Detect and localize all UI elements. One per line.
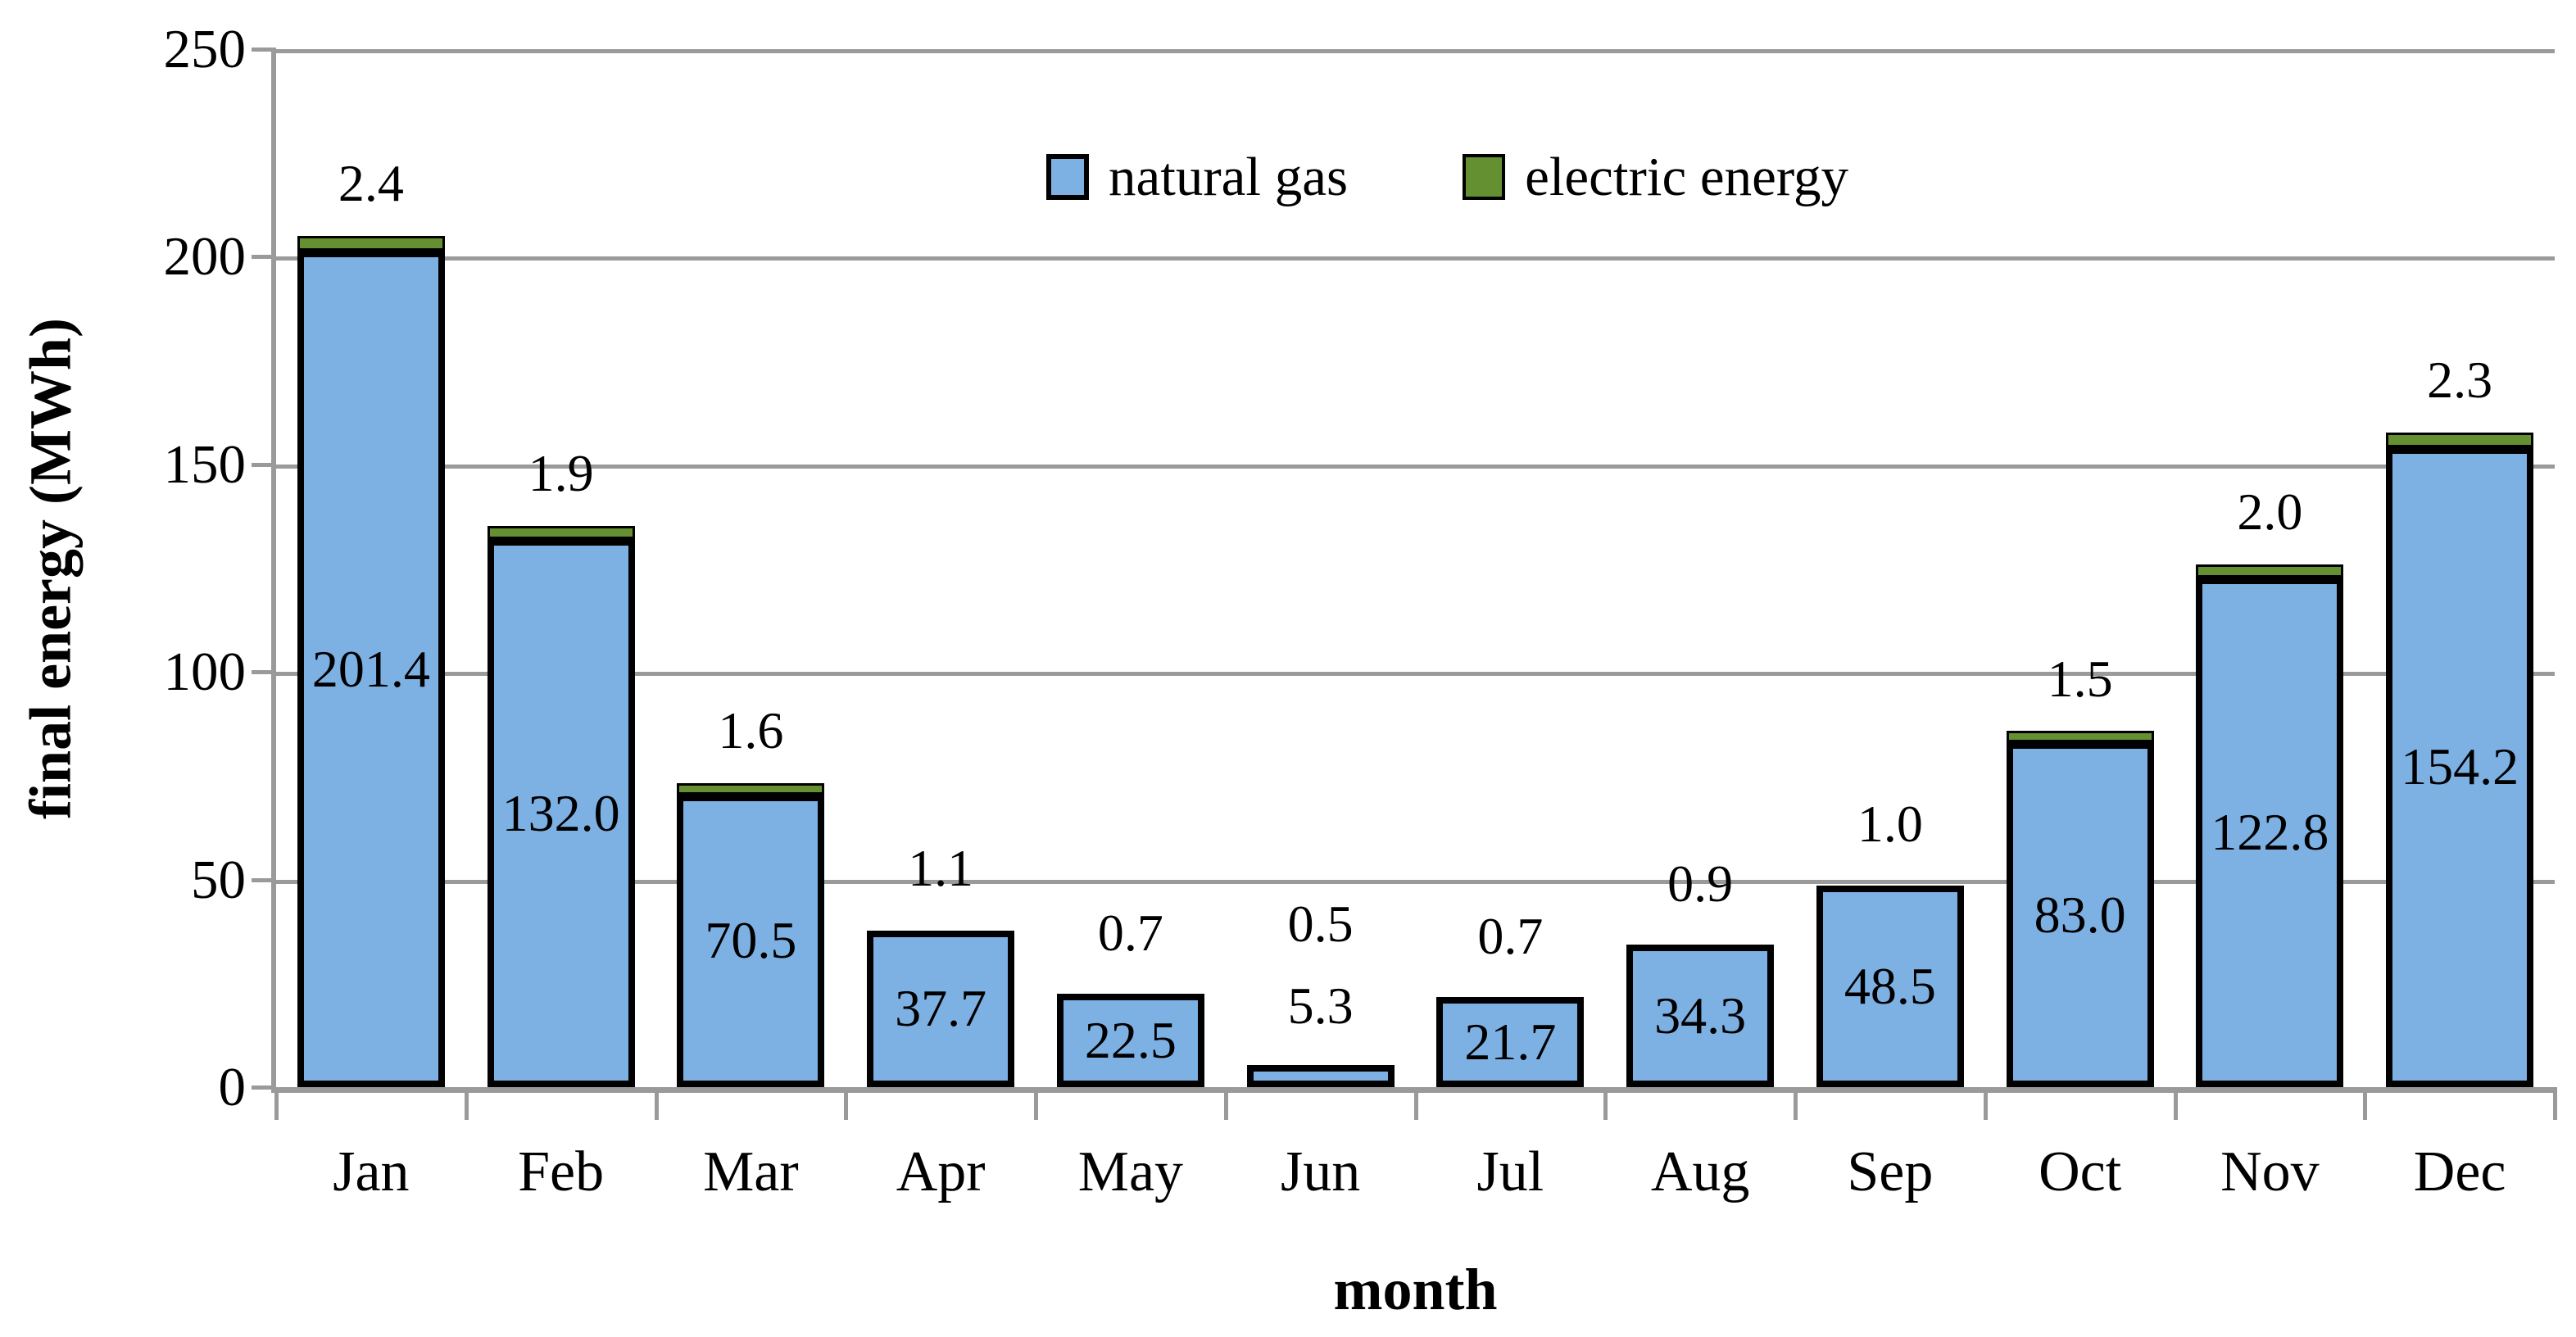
bar-electric-energy-segment [297, 236, 445, 252]
gridline-200 [276, 256, 2555, 261]
y-tick-label-250: 250 [163, 19, 247, 79]
y-tick-0 [252, 1085, 276, 1090]
bar-natural-gas-segment [1626, 945, 1775, 1087]
bar-natural-gas-segment [2196, 577, 2344, 1087]
data-label-natural-gas: 83.0 [2034, 885, 2126, 944]
bar-natural-gas-segment [1056, 993, 1204, 1087]
x-tick-9 [1983, 1093, 1988, 1120]
month-label-may: May [1077, 1140, 1184, 1203]
y-tick-50 [252, 877, 276, 882]
data-label-electric-energy: 2.3 [2427, 350, 2493, 409]
y-tick-label-200: 200 [163, 226, 247, 288]
x-tick-7 [1603, 1093, 1608, 1120]
x-axis-line [271, 1087, 2557, 1093]
legend-label-natural-gas: natural gas [1109, 147, 1349, 207]
gridline-250 [276, 49, 2555, 53]
y-tick-250 [252, 48, 276, 52]
month-label-nov: Nov [2220, 1140, 2320, 1203]
month-label-sep: Sep [1847, 1140, 1934, 1203]
x-tick-6 [1413, 1093, 1418, 1120]
x-tick-0 [274, 1093, 279, 1120]
x-tick-12 [2553, 1093, 2557, 1120]
bar-natural-gas-segment [2006, 742, 2154, 1087]
legend-swatch-icon-natural-gas [1046, 154, 1089, 200]
month-label-jul: Jul [1476, 1140, 1544, 1203]
y-axis-title: final energy (MWh) [17, 318, 84, 819]
x-tick-5 [1223, 1093, 1228, 1120]
bar-natural-gas-segment [1816, 886, 1964, 1087]
bar-natural-gas-segment [297, 251, 445, 1087]
data-label-electric-energy: 1.5 [2047, 649, 2113, 708]
y-axis-line [271, 49, 276, 1093]
data-label-electric-energy: 2.4 [338, 154, 404, 213]
data-label-natural-gas: 22.5 [1084, 1011, 1177, 1069]
bar-electric-energy-segment [487, 526, 635, 540]
data-label-natural-gas: 5.3 [1287, 976, 1354, 1035]
data-label-natural-gas: 122.8 [2211, 802, 2329, 861]
y-tick-label-50: 50 [191, 849, 246, 910]
gridline-100 [276, 672, 2555, 677]
data-label-natural-gas: 70.5 [705, 911, 797, 970]
data-label-electric-energy: 1.1 [908, 839, 974, 898]
bar-natural-gas-segment [1436, 997, 1585, 1087]
data-label-electric-energy: 0.9 [1667, 854, 1734, 913]
gridline-50 [276, 879, 2555, 884]
data-label-electric-energy: 1.0 [1857, 795, 1923, 854]
legend: natural gas electric energy [1046, 144, 1848, 210]
x-tick-1 [464, 1093, 469, 1120]
data-label-electric-energy: 0.5 [1287, 894, 1354, 953]
legend-item-natural-gas: natural gas [1046, 144, 1348, 210]
data-label-natural-gas: 48.5 [1844, 957, 1936, 1016]
bar-electric-energy-segment [2006, 731, 2154, 743]
y-tick-label-0: 0 [218, 1057, 247, 1117]
data-label-electric-energy: 0.7 [1097, 904, 1163, 963]
month-label-dec: Dec [2413, 1140, 2506, 1203]
legend-swatch-icon-electric-energy [1463, 154, 1506, 200]
bar-natural-gas-segment [677, 794, 825, 1087]
y-tick-100 [252, 670, 276, 675]
data-label-natural-gas: 154.2 [2401, 737, 2519, 796]
bar-natural-gas-segment [1246, 1065, 1395, 1087]
legend-label-electric-energy: electric energy [1525, 147, 1849, 207]
x-tick-10 [2173, 1093, 2178, 1120]
month-label-aug: Aug [1650, 1140, 1750, 1203]
x-axis-title: month [1333, 1257, 1498, 1322]
gridline-150 [276, 464, 2555, 469]
month-label-apr: Apr [896, 1140, 986, 1203]
data-label-electric-energy: 1.6 [718, 700, 784, 759]
month-label-feb: Feb [518, 1140, 605, 1203]
y-tick-label-150: 150 [163, 433, 247, 495]
y-tick-label-100: 100 [163, 641, 247, 703]
y-tick-150 [252, 462, 276, 467]
x-tick-2 [654, 1093, 659, 1120]
bar-natural-gas-segment [2386, 446, 2534, 1087]
x-tick-3 [844, 1093, 849, 1120]
data-label-natural-gas: 37.7 [895, 979, 987, 1038]
bar-electric-energy-segment [677, 782, 825, 795]
data-label-natural-gas: 201.4 [311, 639, 430, 698]
x-tick-11 [2363, 1093, 2368, 1120]
month-label-jan: Jan [333, 1140, 410, 1203]
bar-natural-gas-segment [867, 930, 1015, 1087]
x-tick-4 [1034, 1093, 1038, 1120]
data-label-natural-gas: 34.3 [1654, 986, 1747, 1045]
data-label-electric-energy: 2.0 [2237, 482, 2303, 541]
x-tick-8 [1794, 1093, 1798, 1120]
month-label-oct: Oct [2039, 1140, 2122, 1203]
data-label-natural-gas: 21.7 [1464, 1013, 1557, 1072]
month-label-jun: Jun [1281, 1140, 1361, 1203]
data-label-natural-gas: 132.0 [501, 783, 620, 842]
month-label-mar: Mar [703, 1140, 799, 1203]
legend-item-electric-energy: electric energy [1463, 144, 1848, 210]
data-label-electric-energy: 1.9 [528, 444, 594, 503]
data-label-electric-energy: 0.7 [1477, 907, 1544, 966]
y-tick-200 [252, 255, 276, 260]
bar-electric-energy-segment [2196, 564, 2344, 578]
bar-natural-gas-segment [487, 539, 635, 1087]
bar-electric-energy-segment [2386, 432, 2534, 447]
plot-area: 201.4 2.4 132.0 1.9 70.5 1.6 37.7 1.1 22.5 0.7 5.3… [276, 49, 2555, 1087]
